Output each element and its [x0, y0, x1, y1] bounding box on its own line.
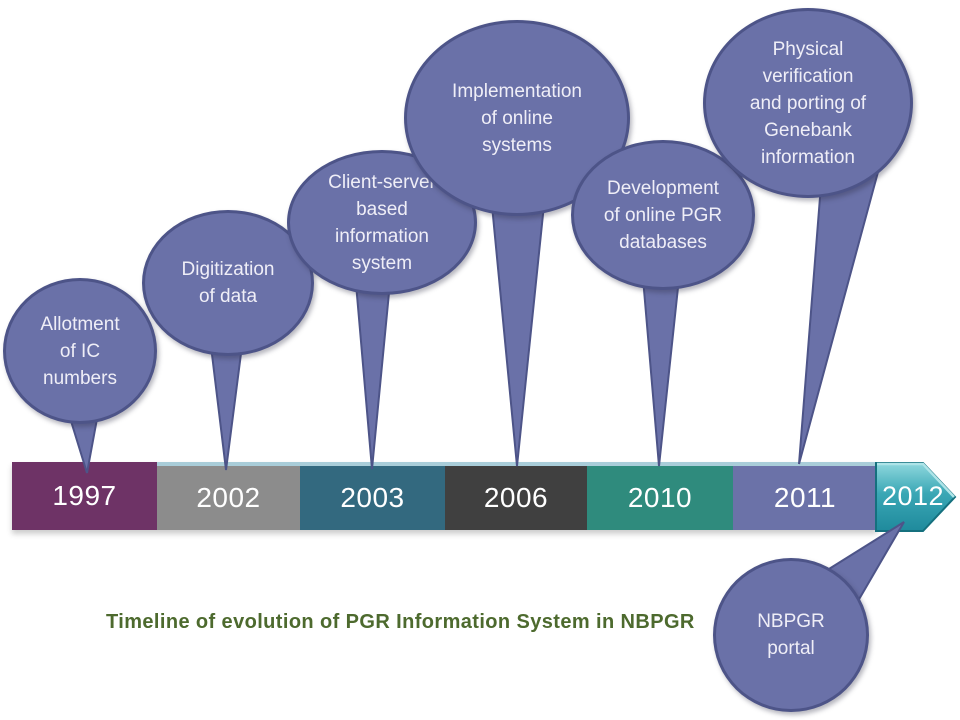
tail-physical-verification: [798, 171, 880, 465]
callout-text-physical: Physical verification and porting of Gen…: [749, 38, 867, 168]
year-label-2003: 2003: [340, 482, 405, 513]
callout-text-implementation: Implementation of online systems: [452, 80, 582, 156]
callout-text-client-server: Client-server based information system: [328, 171, 436, 274]
timeline-segment-2011: 2011: [733, 462, 877, 530]
year-label-2002: 2002: [196, 482, 261, 513]
callout-allotment-ic-numbers: Allotment of IC numbers: [3, 278, 157, 424]
callout-digitization-of-data: Digitization of data: [142, 210, 314, 356]
timeline-arrow-2012: [875, 462, 957, 532]
tail-digitization: [208, 337, 245, 471]
year-label-2006: 2006: [483, 482, 549, 513]
callout-physical-verification-genebank: Physical verification and porting of Gen…: [703, 8, 913, 198]
year-label-2011: 2011: [773, 482, 837, 513]
callout-text-allotment: Allotment of IC numbers: [40, 313, 120, 389]
year-label-2010: 2010: [627, 482, 693, 513]
callout-text-digitization: Digitization of data: [181, 259, 275, 307]
tail-development: [641, 277, 681, 467]
timeline-segment-2003: 2003: [300, 462, 445, 530]
tail-client-server: [353, 271, 393, 470]
arrow-top-highlight: [877, 462, 955, 498]
year-label-2012: 2012: [882, 481, 945, 511]
callout-development-online-pgr-databases: Development of online PGR databases: [571, 140, 755, 290]
tail-implementation: [489, 194, 547, 467]
timeline-segment-2010: 2010: [587, 462, 733, 530]
timeline-segment-1997: 1997: [12, 462, 157, 530]
slide-caption: Timeline of evolution of PGR Information…: [106, 611, 695, 633]
callout-nbpgr-portal: NBPGR portal: [713, 558, 869, 712]
callout-text-development: Development of online PGR databases: [603, 177, 723, 253]
timeline-segment-2002: 2002: [157, 462, 300, 530]
callout-text-nbpgr-portal: NBPGR portal: [757, 611, 825, 659]
year-label-1997: 1997: [52, 480, 117, 511]
